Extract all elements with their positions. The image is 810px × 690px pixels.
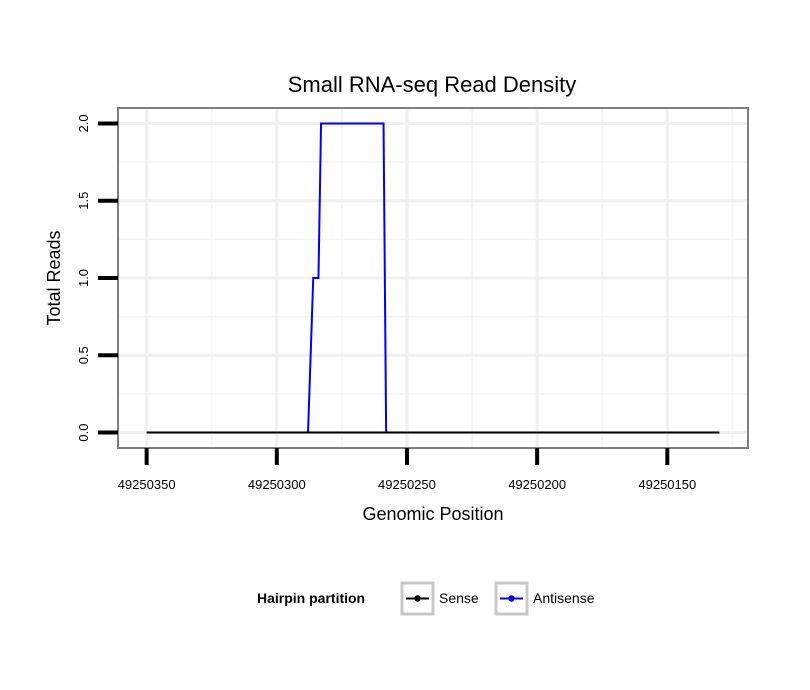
y-tick-label: 1.0 bbox=[76, 269, 91, 287]
series-layer bbox=[146, 122, 720, 434]
x-tick-label: 49250250 bbox=[378, 477, 436, 492]
y-axis-label: Total Reads bbox=[44, 230, 64, 325]
x-tick-label: 49250200 bbox=[508, 477, 566, 492]
y-tick-label: 0.5 bbox=[76, 346, 91, 364]
x-tick-label: 49250150 bbox=[638, 477, 696, 492]
x-axis-label: Genomic Position bbox=[362, 504, 503, 524]
y-tick-label: 1.5 bbox=[76, 192, 91, 210]
series-line-antisense bbox=[146, 122, 720, 434]
y-tick-label: 2.0 bbox=[76, 114, 91, 132]
x-tick-label: 49250350 bbox=[118, 477, 176, 492]
x-tick-label: 49250300 bbox=[248, 477, 306, 492]
legend-label-antisense: Antisense bbox=[533, 590, 595, 606]
legend-key-point bbox=[414, 595, 421, 602]
legend-label-sense: Sense bbox=[439, 590, 479, 606]
y-axis: 0.0 0.5 1.0 1.5 2.0 bbox=[76, 114, 118, 442]
y-tick-label: 0.0 bbox=[76, 424, 91, 442]
x-axis: 49250350 49250300 49250250 49250200 49250150 bbox=[118, 448, 696, 492]
chart-title: Small RNA-seq Read Density bbox=[288, 72, 577, 97]
grid bbox=[118, 108, 748, 448]
legend-key-point bbox=[508, 595, 515, 602]
legend-title: Hairpin partition bbox=[257, 590, 365, 606]
legend: Hairpin partition Sense Antisense bbox=[257, 581, 595, 616]
